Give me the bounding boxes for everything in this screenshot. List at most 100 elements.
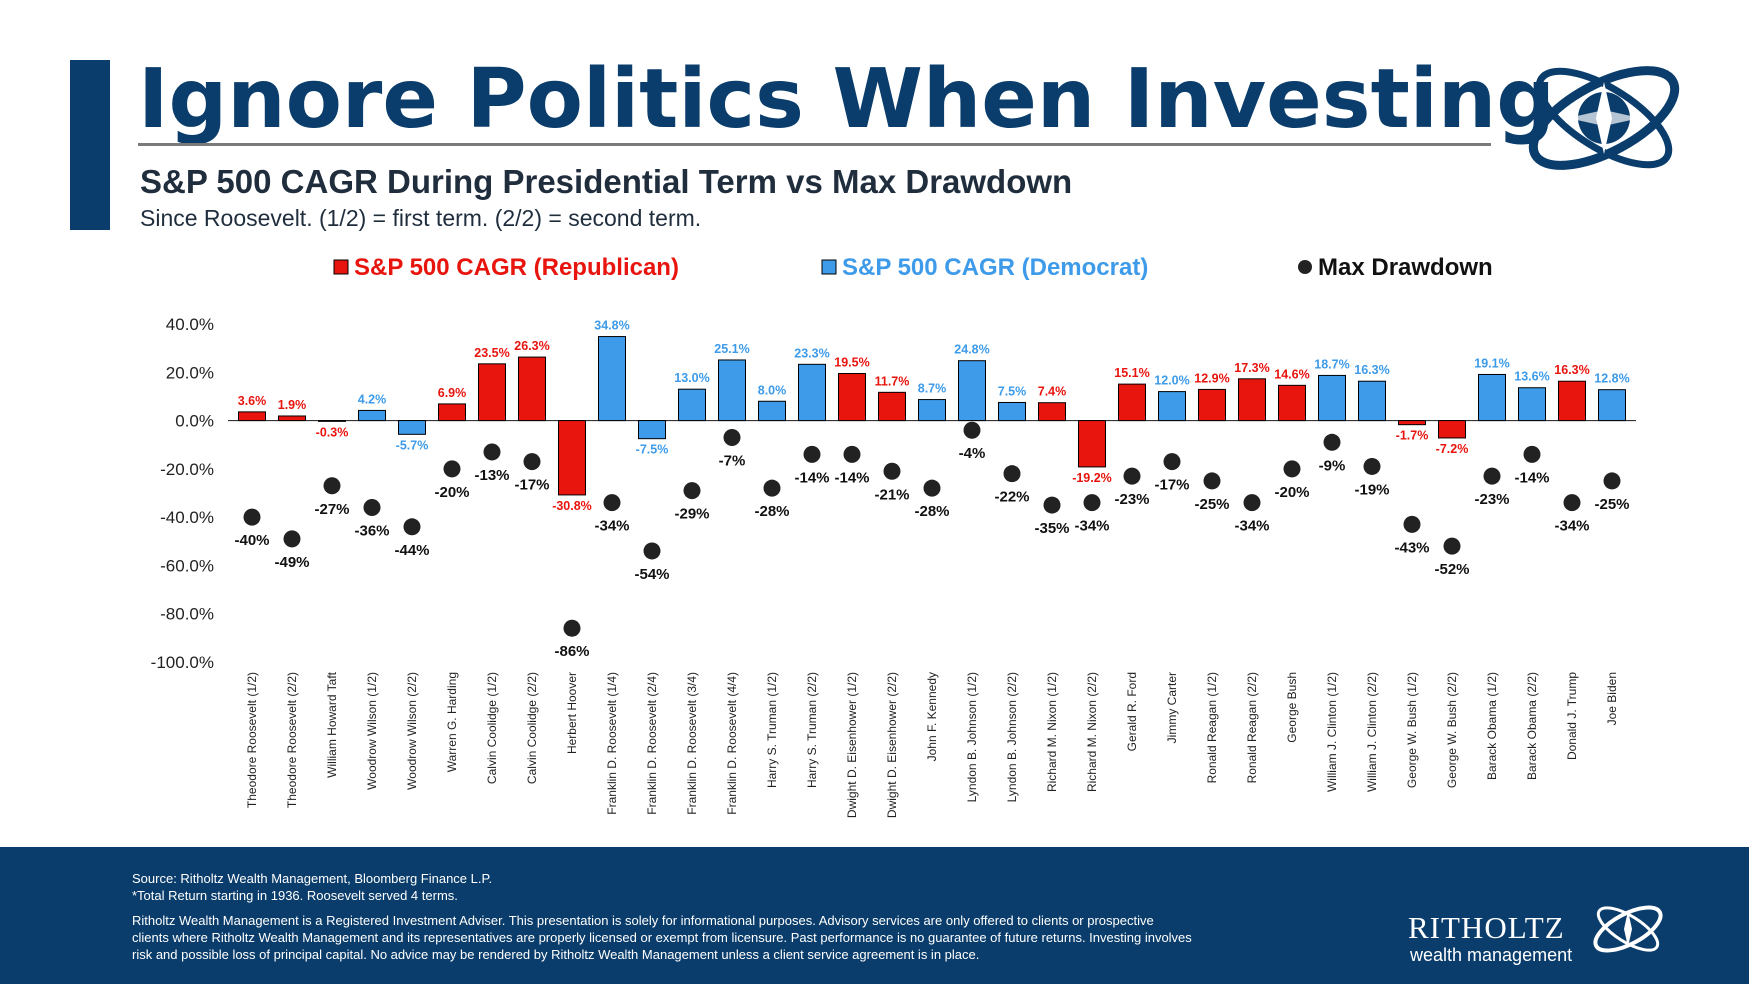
- cagr-bar: [478, 363, 506, 422]
- drawdown-point: [1403, 515, 1421, 533]
- x-category-label: William Howard Taft: [325, 671, 339, 777]
- cagr-bar: [998, 401, 1026, 422]
- x-category-label: Ronald Reagan (2/2): [1245, 672, 1259, 783]
- drawdown-data-label: -29%: [674, 506, 709, 523]
- x-category-label: Dwight D. Eisenhower (2/2): [885, 672, 899, 818]
- cagr-data-label: 16.3%: [1354, 363, 1389, 377]
- cagr-data-label: 6.9%: [438, 386, 467, 400]
- drawdown-point: [1603, 472, 1621, 490]
- drawdown-point: [803, 445, 821, 463]
- cagr-bar: [758, 400, 786, 422]
- x-category-label: Lyndon B. Johnson (2/2): [1005, 672, 1019, 802]
- drawdown-point: [683, 482, 701, 500]
- y-tick-label: 20.0%: [166, 363, 214, 382]
- cagr-data-label: 13.6%: [1514, 370, 1549, 384]
- drawdown-point: [643, 542, 661, 560]
- drawdown-data-label: -17%: [1154, 477, 1189, 494]
- drawdown-point: [723, 428, 741, 446]
- x-category-label: George Bush: [1285, 672, 1299, 743]
- y-tick-label: -40.0%: [160, 508, 214, 527]
- cagr-bar: [1038, 402, 1066, 422]
- cagr-data-label: 4.2%: [358, 392, 387, 406]
- legend-swatch-2: [1298, 260, 1312, 274]
- cagr-data-label: 19.5%: [834, 355, 869, 369]
- y-tick-label: -60.0%: [160, 556, 214, 575]
- cagr-data-label: 18.7%: [1314, 357, 1349, 371]
- legend-swatch-1: [821, 259, 837, 275]
- x-category-label: William J. Clinton (1/2): [1325, 672, 1339, 792]
- x-category-label: Theodore Roosevelt (1/2): [245, 672, 259, 808]
- cagr-bar: [1158, 391, 1186, 422]
- cagr-bar: [638, 420, 666, 440]
- x-category-label: George W. Bush (1/2): [1405, 672, 1419, 788]
- cagr-data-label: 15.1%: [1114, 366, 1149, 380]
- chart-note: Since Roosevelt. (1/2) = first term. (2/…: [140, 205, 702, 231]
- drawdown-data-label: -44%: [394, 542, 429, 559]
- cagr-bar: [278, 415, 306, 422]
- cagr-data-label: 16.3%: [1554, 363, 1589, 377]
- cagr-bar: [1198, 388, 1226, 422]
- cagr-bar: [1558, 380, 1586, 422]
- y-tick-label: -80.0%: [160, 605, 214, 624]
- drawdown-point: [1163, 453, 1181, 471]
- cagr-data-label: 12.9%: [1194, 371, 1229, 385]
- drawdown-data-label: -35%: [1034, 520, 1069, 537]
- x-category-label: Richard M. Nixon (1/2): [1045, 672, 1059, 792]
- cagr-data-label: 7.5%: [998, 384, 1027, 398]
- cagr-bar: [958, 360, 986, 422]
- cagr-bar: [1438, 420, 1466, 439]
- drawdown-data-label: -20%: [434, 484, 469, 501]
- cagr-data-label: 1.9%: [278, 398, 307, 412]
- cagr-bar: [518, 356, 546, 422]
- cagr-bar: [1318, 374, 1346, 422]
- drawdown-data-label: -34%: [594, 518, 629, 535]
- drawdown-point: [1563, 494, 1581, 512]
- drawdown-point: [1523, 445, 1541, 463]
- source-notes: Source: Ritholtz Wealth Management, Bloo…: [132, 870, 492, 904]
- cagr-bar: [878, 391, 906, 422]
- drawdown-point: [523, 453, 541, 471]
- drawdown-data-label: -49%: [274, 554, 309, 571]
- drawdown-data-label: -14%: [794, 469, 829, 486]
- x-category-label: John F. Kennedy: [925, 672, 939, 761]
- compass-logo-small-icon: [1593, 905, 1663, 953]
- x-category-label: Barack Obama (1/2): [1485, 672, 1499, 780]
- brand-tagline: wealth management: [1410, 945, 1573, 965]
- x-category-label: Franklin D. Roosevelt (1/4): [605, 672, 619, 815]
- compass-logo-icon: [1528, 66, 1680, 170]
- cagr-data-label: 11.7%: [875, 374, 910, 388]
- cagr-bar: [358, 409, 386, 422]
- cagr-data-label: 14.6%: [1274, 367, 1309, 381]
- y-tick-label: 40.0%: [166, 315, 214, 334]
- drawdown-point: [1203, 472, 1221, 490]
- drawdown-data-label: -14%: [834, 469, 869, 486]
- x-category-label: Richard M. Nixon (2/2): [1085, 672, 1099, 792]
- drawdown-data-label: -40%: [234, 532, 269, 549]
- x-category-label: Jimmy Carter: [1165, 672, 1179, 743]
- cagr-bar: [1598, 389, 1626, 422]
- cagr-bar: [1078, 420, 1106, 468]
- cagr-bar: [678, 388, 706, 422]
- drawdown-point: [883, 462, 901, 480]
- x-category-label: William J. Clinton (2/2): [1365, 672, 1379, 792]
- drawdown-data-label: -20%: [1274, 484, 1309, 501]
- x-category-label: Calvin Coolidge (2/2): [525, 672, 539, 784]
- drawdown-data-label: -17%: [514, 477, 549, 494]
- cagr-data-label: 3.6%: [238, 394, 267, 408]
- drawdown-data-label: -25%: [1194, 496, 1229, 513]
- x-category-label: Harry S. Truman (1/2): [765, 672, 779, 788]
- drawdown-point: [403, 518, 421, 536]
- drawdown-point: [483, 443, 501, 461]
- cagr-data-label: 23.3%: [794, 346, 829, 360]
- drawdown-data-label: -36%: [354, 522, 389, 539]
- x-category-label: Franklin D. Roosevelt (3/4): [685, 672, 699, 815]
- cagr-data-label: 12.0%: [1154, 374, 1189, 388]
- cagr-data-label: 19.1%: [1474, 356, 1509, 370]
- drawdown-data-label: -19%: [1354, 481, 1389, 498]
- cagr-data-label: 7.4%: [1038, 385, 1067, 399]
- y-tick-label: 0.0%: [175, 412, 214, 431]
- x-category-label: Dwight D. Eisenhower (1/2): [845, 672, 859, 818]
- drawdown-point: [563, 619, 581, 637]
- drawdown-point: [243, 508, 261, 526]
- cagr-bar: [598, 336, 626, 422]
